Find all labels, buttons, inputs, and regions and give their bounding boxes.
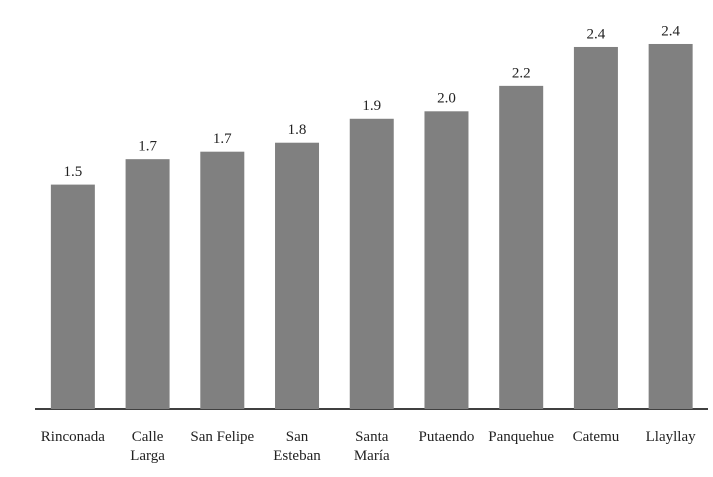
bar bbox=[275, 142, 320, 409]
x-tick-label: Putaendo bbox=[418, 429, 475, 445]
value-label: 2.0 bbox=[437, 91, 456, 107]
x-tick-label: Panquehue bbox=[488, 429, 555, 445]
x-tick-label: Catemu bbox=[572, 429, 620, 445]
x-tick-label: San Esteban bbox=[273, 429, 321, 464]
value-label: 1.5 bbox=[63, 164, 82, 180]
bar bbox=[50, 184, 95, 409]
x-tick-label: Llayllay bbox=[645, 429, 696, 445]
value-label: 1.9 bbox=[362, 98, 381, 114]
bar bbox=[200, 151, 245, 410]
value-label: 1.8 bbox=[288, 122, 307, 138]
value-label: 1.7 bbox=[213, 131, 232, 147]
bar bbox=[424, 111, 469, 410]
value-label: 2.4 bbox=[587, 26, 606, 42]
x-tick-label: San Felipe bbox=[190, 429, 255, 445]
value-label: 2.4 bbox=[661, 23, 680, 39]
x-tick-label: Rinconada bbox=[40, 429, 105, 445]
x-tick-label: Calle Larga bbox=[130, 429, 165, 464]
bar bbox=[349, 118, 394, 409]
bar bbox=[573, 46, 618, 410]
value-label: 1.7 bbox=[138, 139, 157, 155]
bar bbox=[648, 43, 693, 409]
value-label: 2.2 bbox=[512, 65, 531, 81]
bar bbox=[499, 85, 544, 409]
x-tick-label: Santa María bbox=[353, 429, 390, 464]
bar bbox=[125, 159, 170, 409]
